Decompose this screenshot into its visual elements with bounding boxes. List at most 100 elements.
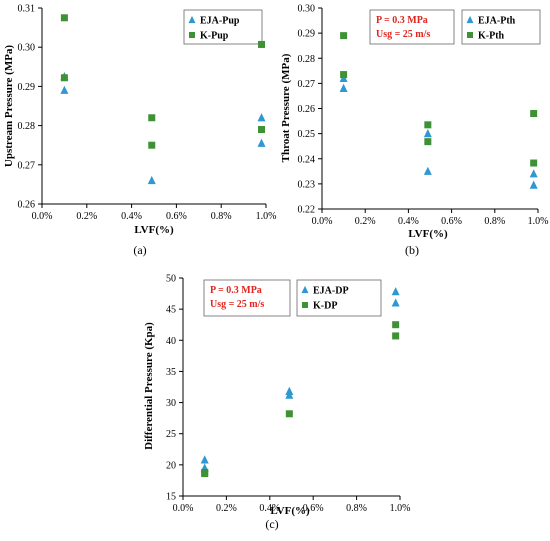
y-tick-label: 0.29 — [18, 82, 36, 93]
y-tick-label: 30 — [166, 398, 176, 409]
x-tick-label: 1.0% — [390, 503, 411, 514]
data-point-triangle — [423, 129, 432, 138]
y-tick-label: 0.31 — [18, 4, 36, 15]
data-point-square — [201, 470, 209, 478]
y-tick-label: 0.25 — [298, 129, 316, 140]
legend-marker-square — [467, 32, 473, 38]
x-tick-label: 0.4% — [259, 503, 280, 514]
data-point-square — [148, 141, 156, 149]
y-tick-label: 0.27 — [298, 79, 316, 90]
x-tick-label: 1.0% — [528, 216, 549, 227]
legend-marker-square — [302, 302, 308, 308]
x-tick-label: 0.4% — [121, 211, 142, 222]
x-tick-label: 0.4% — [398, 216, 419, 227]
data-point-triangle — [257, 113, 266, 122]
x-tick-label: 0.6% — [441, 216, 462, 227]
x-tick-label: 0.0% — [173, 503, 194, 514]
annotation-box — [203, 279, 291, 317]
data-point-square — [392, 332, 400, 340]
data-point-square — [60, 14, 68, 22]
x-tick-label: 0.2% — [216, 503, 237, 514]
legend-box — [461, 9, 541, 45]
data-point-square — [340, 71, 348, 79]
x-tick-label: 0.8% — [484, 216, 505, 227]
y-tick-label: 0.22 — [298, 205, 316, 216]
legend-marker-triangle — [301, 285, 309, 294]
data-point-square — [285, 410, 293, 418]
data-point-triangle — [529, 180, 538, 189]
legend-marker-triangle — [466, 15, 474, 24]
y-axis-title: Upstream Pressure (MPa) — [3, 45, 15, 168]
annotation-text: Usg = 25 m/s — [376, 29, 430, 40]
y-tick-label: 0.28 — [18, 121, 36, 132]
panel-label: (a) — [133, 243, 146, 257]
y-tick-label: 0.26 — [298, 104, 316, 115]
data-point-square — [148, 114, 156, 122]
data-point-triangle — [60, 85, 69, 94]
legend-entry-label: EJA-Pth — [478, 16, 516, 27]
x-tick-label: 0.8% — [211, 211, 232, 222]
y-tick-label: 35 — [166, 367, 176, 378]
data-point-triangle — [391, 287, 400, 296]
x-tick-label: 0.0% — [32, 211, 53, 222]
data-point-square — [530, 110, 538, 118]
data-point-square — [60, 74, 68, 82]
data-point-triangle — [147, 175, 156, 185]
annotation-text: P = 0.3 MPa — [376, 15, 428, 26]
y-tick-label: 0.27 — [18, 160, 36, 171]
x-axis-title: LVF(%) — [134, 224, 174, 236]
panel-label: (c) — [265, 517, 278, 531]
data-point-triangle — [339, 83, 348, 92]
x-tick-label: 0.8% — [346, 503, 367, 514]
y-tick-label: 0.30 — [298, 4, 316, 15]
legend-marker-triangle — [188, 15, 196, 24]
x-tick-label: 0.6% — [303, 503, 324, 514]
data-point-square — [392, 321, 400, 329]
data-point-triangle — [200, 455, 209, 464]
y-tick-label: 0.29 — [298, 29, 316, 40]
x-tick-label: 0.2% — [76, 211, 97, 222]
data-point-square — [258, 126, 266, 134]
y-tick-label: 15 — [166, 492, 176, 503]
x-tick-label: 1.0% — [256, 211, 277, 222]
x-tick-label: 0.0% — [312, 216, 333, 227]
y-tick-label: 25 — [166, 429, 176, 440]
y-axis-title: Differential Pressure (Kpa) — [143, 322, 155, 450]
data-point-triangle — [423, 166, 432, 175]
data-point-triangle — [391, 298, 400, 307]
y-tick-label: 0.24 — [298, 154, 316, 165]
data-point-square — [340, 32, 348, 40]
y-tick-label: 50 — [166, 274, 176, 285]
data-point-square — [424, 121, 432, 129]
x-tick-label: 0.6% — [166, 211, 187, 222]
annotation-text: P = 0.3 MPa — [210, 285, 262, 296]
x-tick-label: 0.2% — [355, 216, 376, 227]
data-point-triangle — [285, 390, 294, 399]
data-point-square — [424, 138, 432, 146]
data-point-triangle — [257, 138, 266, 147]
annotation-box — [369, 9, 455, 45]
y-tick-label: 0.30 — [18, 43, 36, 54]
legend-box — [296, 279, 382, 317]
legend-entry-label: K-Pup — [200, 31, 229, 42]
y-axis-title: Throat Pressure (MPa) — [280, 53, 292, 162]
legend-entry-label: K-DP — [313, 301, 337, 312]
data-point-square — [258, 40, 266, 48]
data-point-triangle — [529, 169, 538, 178]
y-tick-label: 20 — [166, 460, 176, 471]
y-tick-label: 0.26 — [18, 200, 36, 211]
legend-marker-square — [189, 32, 195, 38]
legend-entry-label: K-Pth — [478, 31, 505, 42]
legend-entry-label: EJA-Pup — [200, 16, 240, 27]
y-tick-label: 0.28 — [298, 54, 316, 65]
y-tick-label: 40 — [166, 336, 176, 347]
panel-label: (b) — [405, 243, 419, 257]
legend-box — [183, 9, 263, 45]
annotation-text: Usg = 25 m/s — [210, 299, 264, 310]
chart-panel-3: 15 20 25 30 35 40 45 50 0.0% 0.2% 0.4% 0.6% 0.8% 1.0%… — [143, 274, 410, 532]
chart-panel-1: 0.26 0.27 0.28 0.29 0.30 0.31 0.0% 0.2% 0.4% 0.6%… — [3, 4, 276, 258]
y-tick-label: 0.23 — [298, 179, 316, 190]
x-axis-title: LVF(%) — [270, 505, 310, 517]
chart-panel-2: 0.22 0.23 0.24 0.25 0.26 0.27 0.28 0.29 0.30 0.0%… — [280, 4, 548, 258]
